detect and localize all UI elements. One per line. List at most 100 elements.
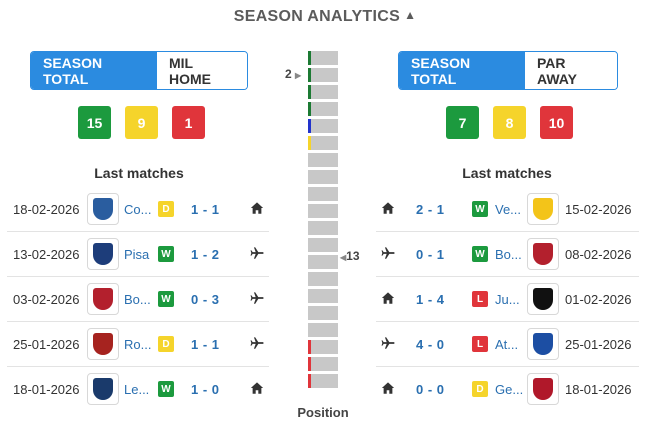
team-crest-icon [533,378,553,400]
plane-icon [250,291,266,307]
team-crest-icon [93,378,113,400]
match-row[interactable]: 01-02-2026 Ju... L 1 - 4 [376,277,639,322]
draws-count: 8 [493,106,526,139]
left-tab-season-total[interactable]: SEASON TOTAL [31,52,157,89]
left-tab-home[interactable]: MIL HOME [157,52,247,89]
match-row[interactable]: 15-02-2026 Ve... W 2 - 1 [376,187,639,232]
opponent-team[interactable]: Ge... [495,382,524,397]
right-result-counts: 7 8 10 [446,106,573,139]
losses-count: 10 [540,106,573,139]
team-crest-icon [533,243,553,265]
plane-icon [381,336,397,352]
team-logo [87,283,119,315]
match-row[interactable]: 03-02-2026 Bo... W 0 - 3 [7,277,269,322]
result-badge: W [472,246,488,262]
team-logo [527,328,559,360]
zone-marker [308,357,311,371]
draws-count: 9 [125,106,158,139]
match-date: 25-01-2026 [13,336,80,352]
match-score[interactable]: 4 - 0 [416,336,445,352]
left-team-position-label: 2 ▶ [285,67,301,81]
wins-count: 7 [446,106,479,139]
zone-marker [308,51,311,65]
match-row[interactable]: 18-02-2026 Co... D 1 - 1 [7,187,269,232]
match-score[interactable]: 0 - 3 [191,291,220,307]
left-last-matches-list: 18-02-2026 Co... D 1 - 1 13-02-2026 Pisa W 1 - … [7,187,269,412]
team-logo [527,283,559,315]
opponent-team[interactable]: Ve... [495,201,522,217]
plane-icon [250,246,266,262]
zone-marker [308,68,311,82]
team-crest-icon [93,288,113,310]
match-score[interactable]: 2 - 1 [416,201,445,217]
position-segment-5 [308,119,338,133]
opponent-team[interactable]: Ju... [495,291,520,307]
left-tab-group: SEASON TOTAL MIL HOME [30,51,248,90]
match-row[interactable]: 13-02-2026 Pisa W 1 - 2 [7,232,269,277]
result-badge: W [158,381,174,397]
team-logo [527,373,559,405]
match-score[interactable]: 1 - 1 [191,336,220,352]
right-tab-away[interactable]: PAR AWAY [525,52,617,89]
team-logo [527,238,559,270]
opponent-team[interactable]: At... [495,336,519,352]
season-analytics-header[interactable]: SEASON ANALYTICS ▲ [0,8,650,26]
position-segment-16 [308,306,338,320]
match-row[interactable]: 18-01-2026 Le... W 1 - 0 [7,367,269,412]
zone-marker [308,85,311,99]
arrow-right-icon: ▶ [295,71,302,80]
match-score[interactable]: 0 - 1 [416,246,445,262]
match-score[interactable]: 0 - 0 [416,382,445,397]
result-badge: L [472,336,488,352]
position-segment-13 [308,255,338,269]
opponent-team[interactable]: Pisa [124,246,150,262]
right-team-position: 13 [346,249,360,263]
last-matches-title: Last matches [94,165,184,181]
match-row[interactable]: 18-01-2026 Ge... D 0 - 0 [376,367,639,412]
match-row[interactable]: 25-01-2026 Ro... D 1 - 1 [7,322,269,367]
team-logo [87,328,119,360]
match-score[interactable]: 1 - 0 [191,382,220,397]
right-last-matches-list: 15-02-2026 Ve... W 2 - 1 08-02-2026 Bo... W 0 -… [376,187,639,412]
match-date: 18-01-2026 [13,382,80,397]
plane-icon [381,246,397,262]
position-segment-8 [308,170,338,184]
league-position-bar [308,51,338,391]
match-date: 18-02-2026 [13,201,80,217]
position-segment-6 [308,136,338,150]
zone-marker [308,136,311,150]
match-row[interactable]: 08-02-2026 Bo... W 0 - 1 [376,232,639,277]
home-icon [250,381,266,397]
zone-marker [308,374,311,388]
position-segment-19 [308,357,338,371]
right-team-position-label: ◀13 [340,249,360,263]
match-date: 01-02-2026 [565,291,632,307]
opponent-team[interactable]: Ro... [124,336,152,352]
position-segment-17 [308,323,338,337]
right-tab-season-total[interactable]: SEASON TOTAL [399,52,525,89]
team-crest-icon [93,243,113,265]
team-crest-icon [533,333,553,355]
result-badge: L [472,291,488,307]
position-segment-7 [308,153,338,167]
home-icon [381,291,397,307]
match-score[interactable]: 1 - 1 [191,201,220,217]
team-logo [527,193,559,225]
match-score[interactable]: 1 - 4 [416,291,445,307]
opponent-team[interactable]: Le... [124,382,150,397]
home-icon [381,201,397,217]
zone-marker [308,119,311,133]
left-result-counts: 15 9 1 [78,106,205,139]
result-badge: D [158,201,174,217]
match-score[interactable]: 1 - 2 [191,246,220,262]
wins-count: 15 [78,106,111,139]
losses-count: 1 [172,106,205,139]
result-badge: W [158,246,174,262]
match-date: 25-01-2026 [565,336,632,352]
opponent-team[interactable]: Co... [124,201,152,217]
opponent-team[interactable]: Bo... [124,291,151,307]
position-segment-12 [308,238,338,252]
match-row[interactable]: 25-01-2026 At... L 4 - 0 [376,322,639,367]
match-date: 13-02-2026 [13,246,80,262]
opponent-team[interactable]: Bo... [495,246,522,262]
